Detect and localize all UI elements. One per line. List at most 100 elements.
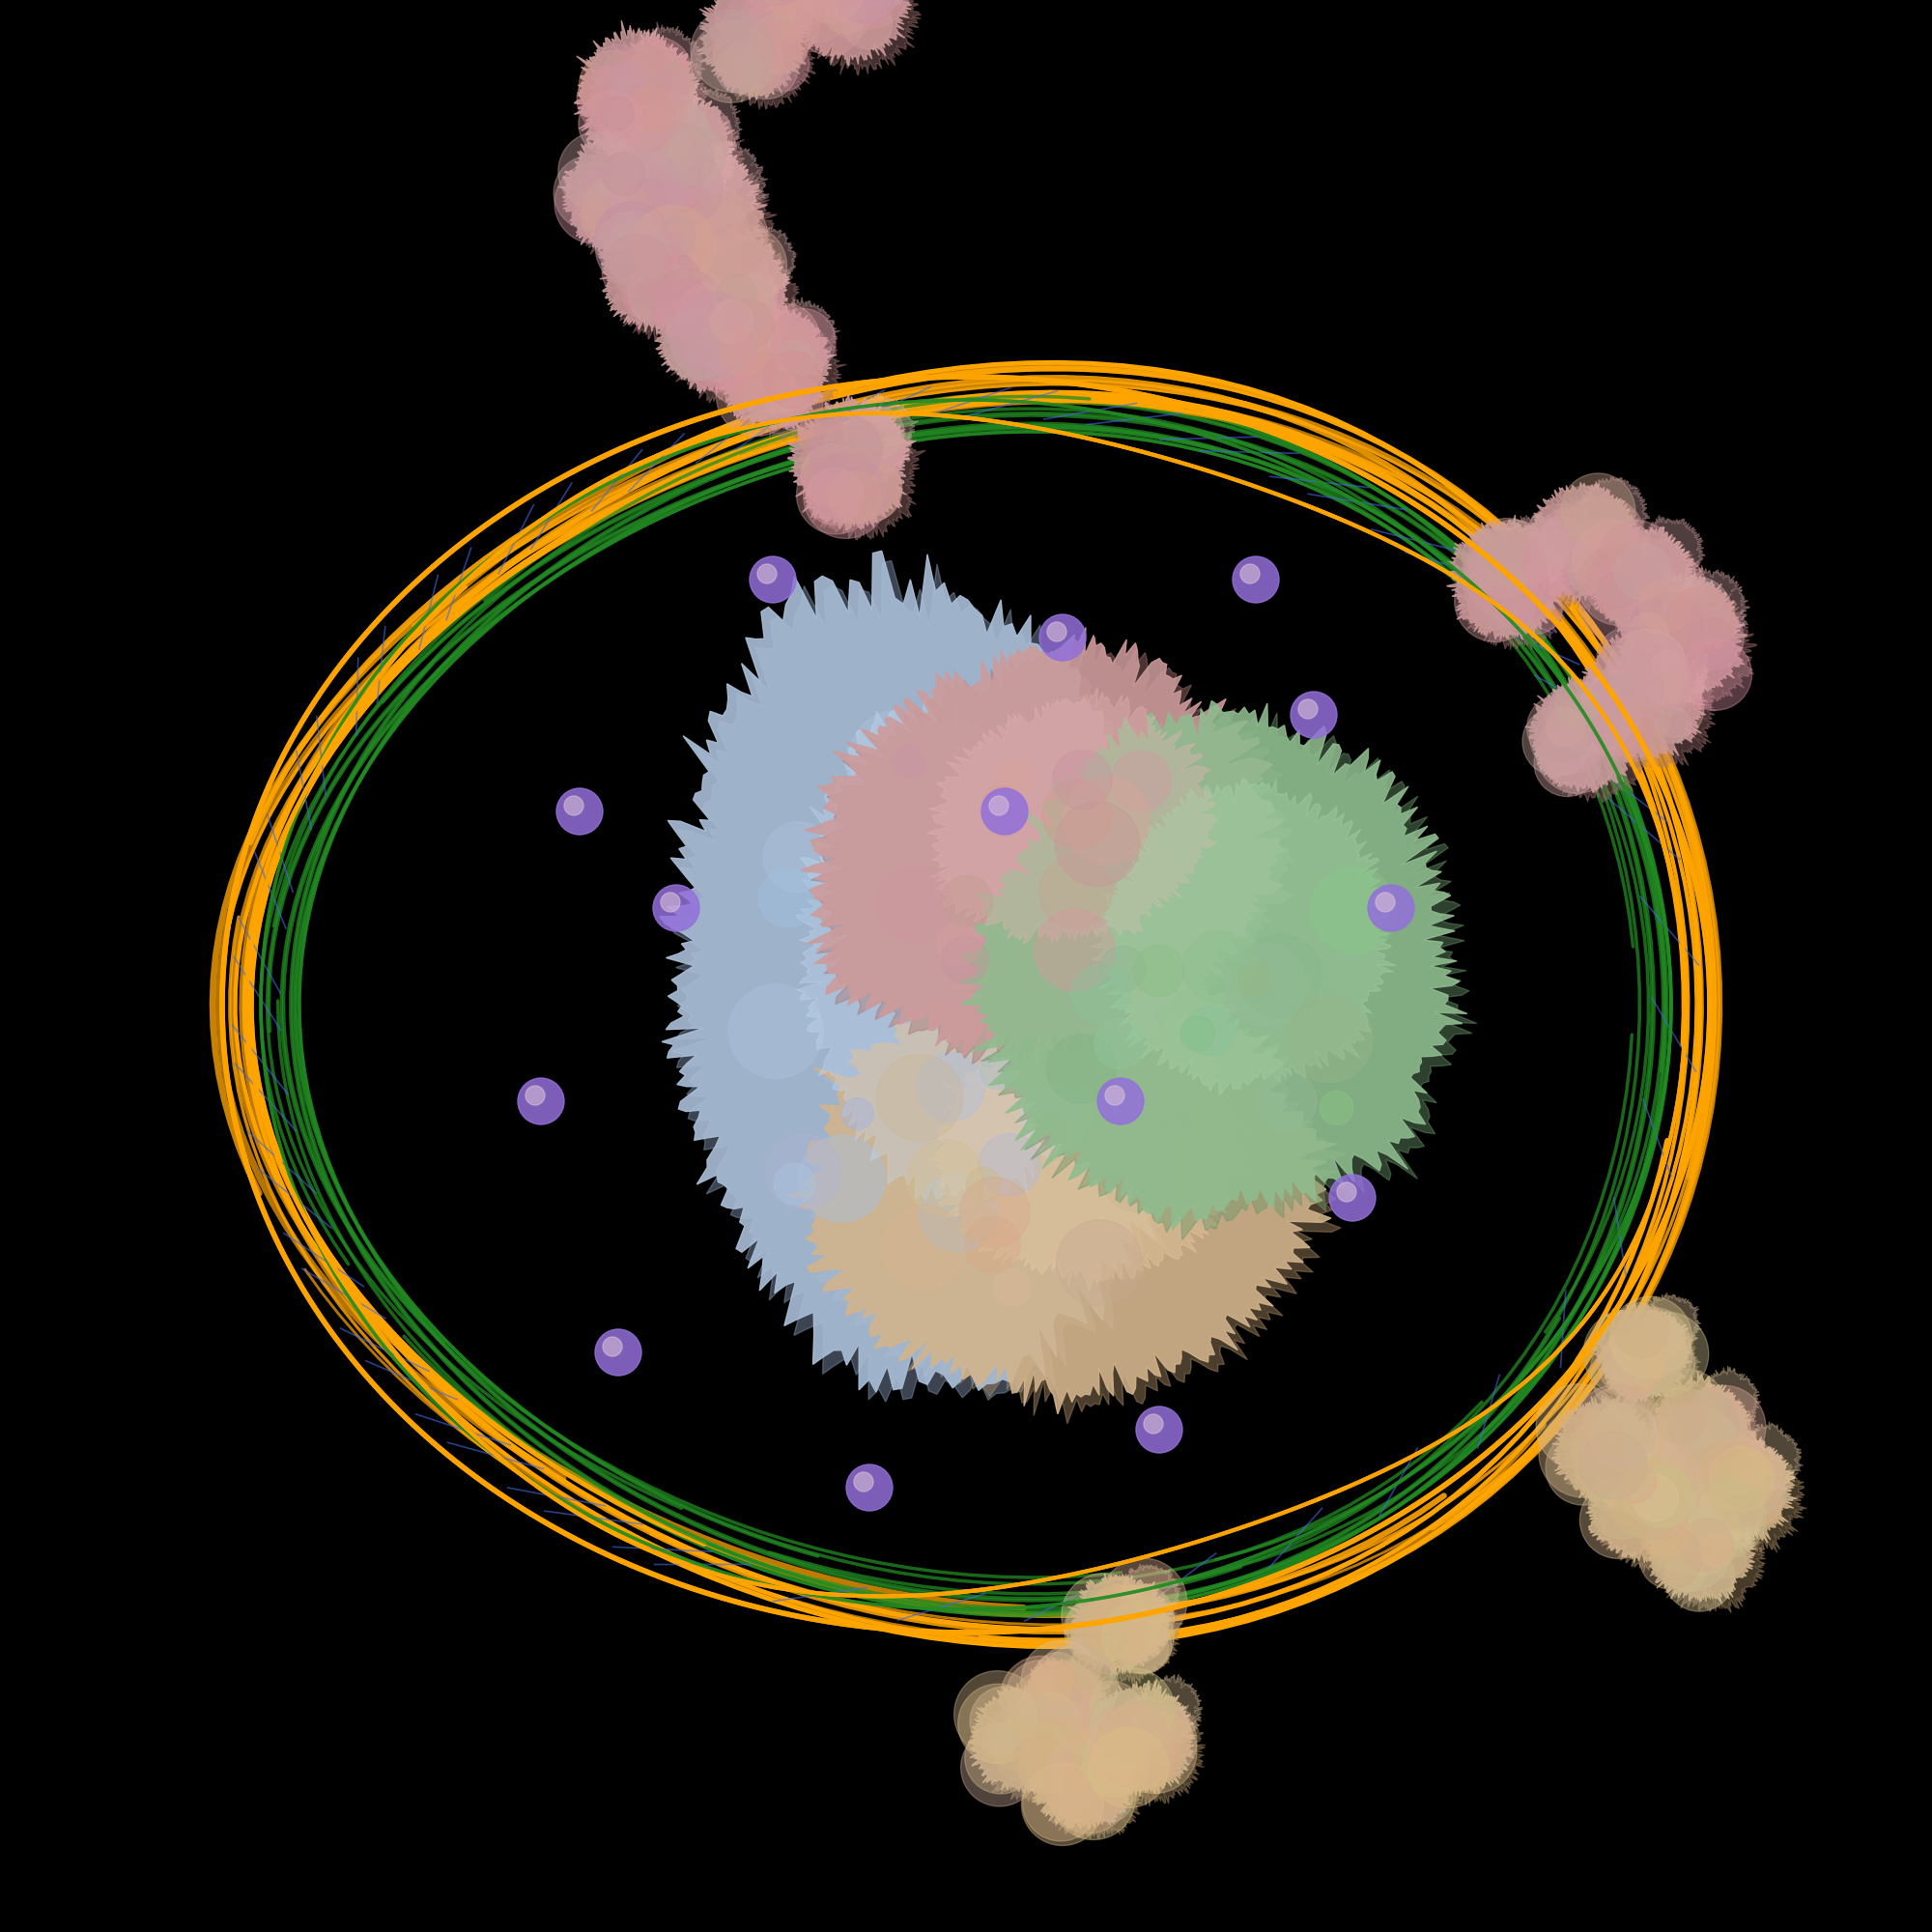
Circle shape — [1144, 1414, 1163, 1434]
Circle shape — [1667, 587, 1735, 653]
Circle shape — [1014, 1671, 1066, 1723]
Circle shape — [1047, 1034, 1117, 1103]
Circle shape — [1575, 1385, 1658, 1468]
Circle shape — [1584, 1387, 1652, 1455]
Circle shape — [670, 292, 752, 373]
Circle shape — [1590, 1403, 1658, 1470]
Circle shape — [1660, 1493, 1741, 1577]
Polygon shape — [1586, 634, 1718, 773]
Polygon shape — [1694, 1435, 1806, 1553]
Polygon shape — [800, 0, 922, 75]
Circle shape — [639, 141, 707, 211]
Polygon shape — [1018, 1658, 1107, 1743]
Circle shape — [1076, 1739, 1117, 1781]
Circle shape — [829, 0, 881, 29]
Circle shape — [1039, 1675, 1070, 1708]
Circle shape — [1018, 1692, 1082, 1758]
Circle shape — [1086, 1776, 1132, 1822]
Circle shape — [645, 129, 696, 180]
Circle shape — [1662, 1426, 1698, 1463]
Circle shape — [1710, 1542, 1747, 1578]
Circle shape — [1596, 1447, 1663, 1513]
Circle shape — [916, 1053, 985, 1121]
Polygon shape — [1636, 1441, 1704, 1511]
Circle shape — [717, 44, 763, 93]
Circle shape — [1640, 1492, 1677, 1530]
Circle shape — [1563, 524, 1602, 564]
Circle shape — [582, 168, 616, 201]
Circle shape — [1723, 1495, 1758, 1530]
Polygon shape — [790, 0, 912, 66]
Polygon shape — [659, 551, 1215, 1393]
Circle shape — [790, 0, 829, 2]
Circle shape — [750, 303, 819, 375]
Circle shape — [1119, 1619, 1171, 1673]
Polygon shape — [1445, 516, 1567, 639]
Circle shape — [1633, 1474, 1679, 1520]
Polygon shape — [1646, 1486, 1756, 1604]
Circle shape — [721, 12, 755, 48]
Circle shape — [1646, 1497, 1723, 1573]
Circle shape — [1045, 1764, 1095, 1816]
Circle shape — [593, 44, 643, 97]
Circle shape — [1573, 1412, 1660, 1499]
Polygon shape — [1092, 1689, 1206, 1806]
Circle shape — [1032, 1727, 1072, 1768]
Circle shape — [659, 114, 699, 155]
Circle shape — [667, 182, 703, 220]
Circle shape — [667, 126, 724, 185]
Circle shape — [829, 471, 883, 524]
Circle shape — [989, 796, 1009, 815]
Circle shape — [717, 243, 771, 296]
Polygon shape — [753, 0, 877, 14]
Circle shape — [1640, 580, 1692, 632]
Polygon shape — [968, 1681, 1082, 1795]
Circle shape — [1631, 1406, 1714, 1490]
Circle shape — [1580, 1482, 1658, 1559]
Circle shape — [1103, 1148, 1167, 1211]
Circle shape — [993, 1269, 1032, 1306]
Circle shape — [1256, 1070, 1316, 1132]
Circle shape — [1053, 750, 1113, 810]
Polygon shape — [763, 0, 887, 23]
Circle shape — [1598, 657, 1663, 723]
Circle shape — [1329, 1175, 1376, 1221]
Circle shape — [1041, 1030, 1101, 1088]
Circle shape — [1677, 1445, 1760, 1530]
Polygon shape — [1065, 1646, 1119, 1696]
Polygon shape — [1602, 1387, 1665, 1453]
Circle shape — [819, 0, 904, 21]
Circle shape — [908, 1140, 983, 1215]
Circle shape — [622, 270, 672, 319]
Circle shape — [1039, 856, 1113, 927]
Polygon shape — [686, 139, 767, 230]
Polygon shape — [796, 404, 925, 539]
Circle shape — [796, 0, 844, 43]
Circle shape — [804, 454, 889, 539]
Circle shape — [607, 91, 692, 176]
Circle shape — [1526, 694, 1594, 761]
Circle shape — [1012, 1735, 1066, 1789]
Circle shape — [1072, 1611, 1126, 1665]
Circle shape — [651, 124, 703, 176]
Circle shape — [1673, 1395, 1750, 1472]
Circle shape — [786, 0, 846, 4]
Polygon shape — [736, 0, 846, 25]
Circle shape — [1082, 1729, 1150, 1795]
Circle shape — [661, 893, 680, 912]
Circle shape — [1615, 1476, 1679, 1540]
Circle shape — [634, 243, 694, 301]
Circle shape — [1090, 1667, 1175, 1754]
Circle shape — [694, 199, 748, 253]
Circle shape — [877, 866, 952, 941]
Circle shape — [1559, 1408, 1613, 1463]
Circle shape — [707, 338, 775, 406]
Circle shape — [1511, 583, 1563, 634]
Circle shape — [607, 85, 674, 155]
Circle shape — [1571, 1420, 1623, 1472]
Circle shape — [1629, 612, 1669, 653]
Circle shape — [713, 270, 775, 332]
Circle shape — [960, 1729, 1037, 1806]
Circle shape — [1534, 705, 1604, 775]
Circle shape — [1132, 1706, 1175, 1748]
